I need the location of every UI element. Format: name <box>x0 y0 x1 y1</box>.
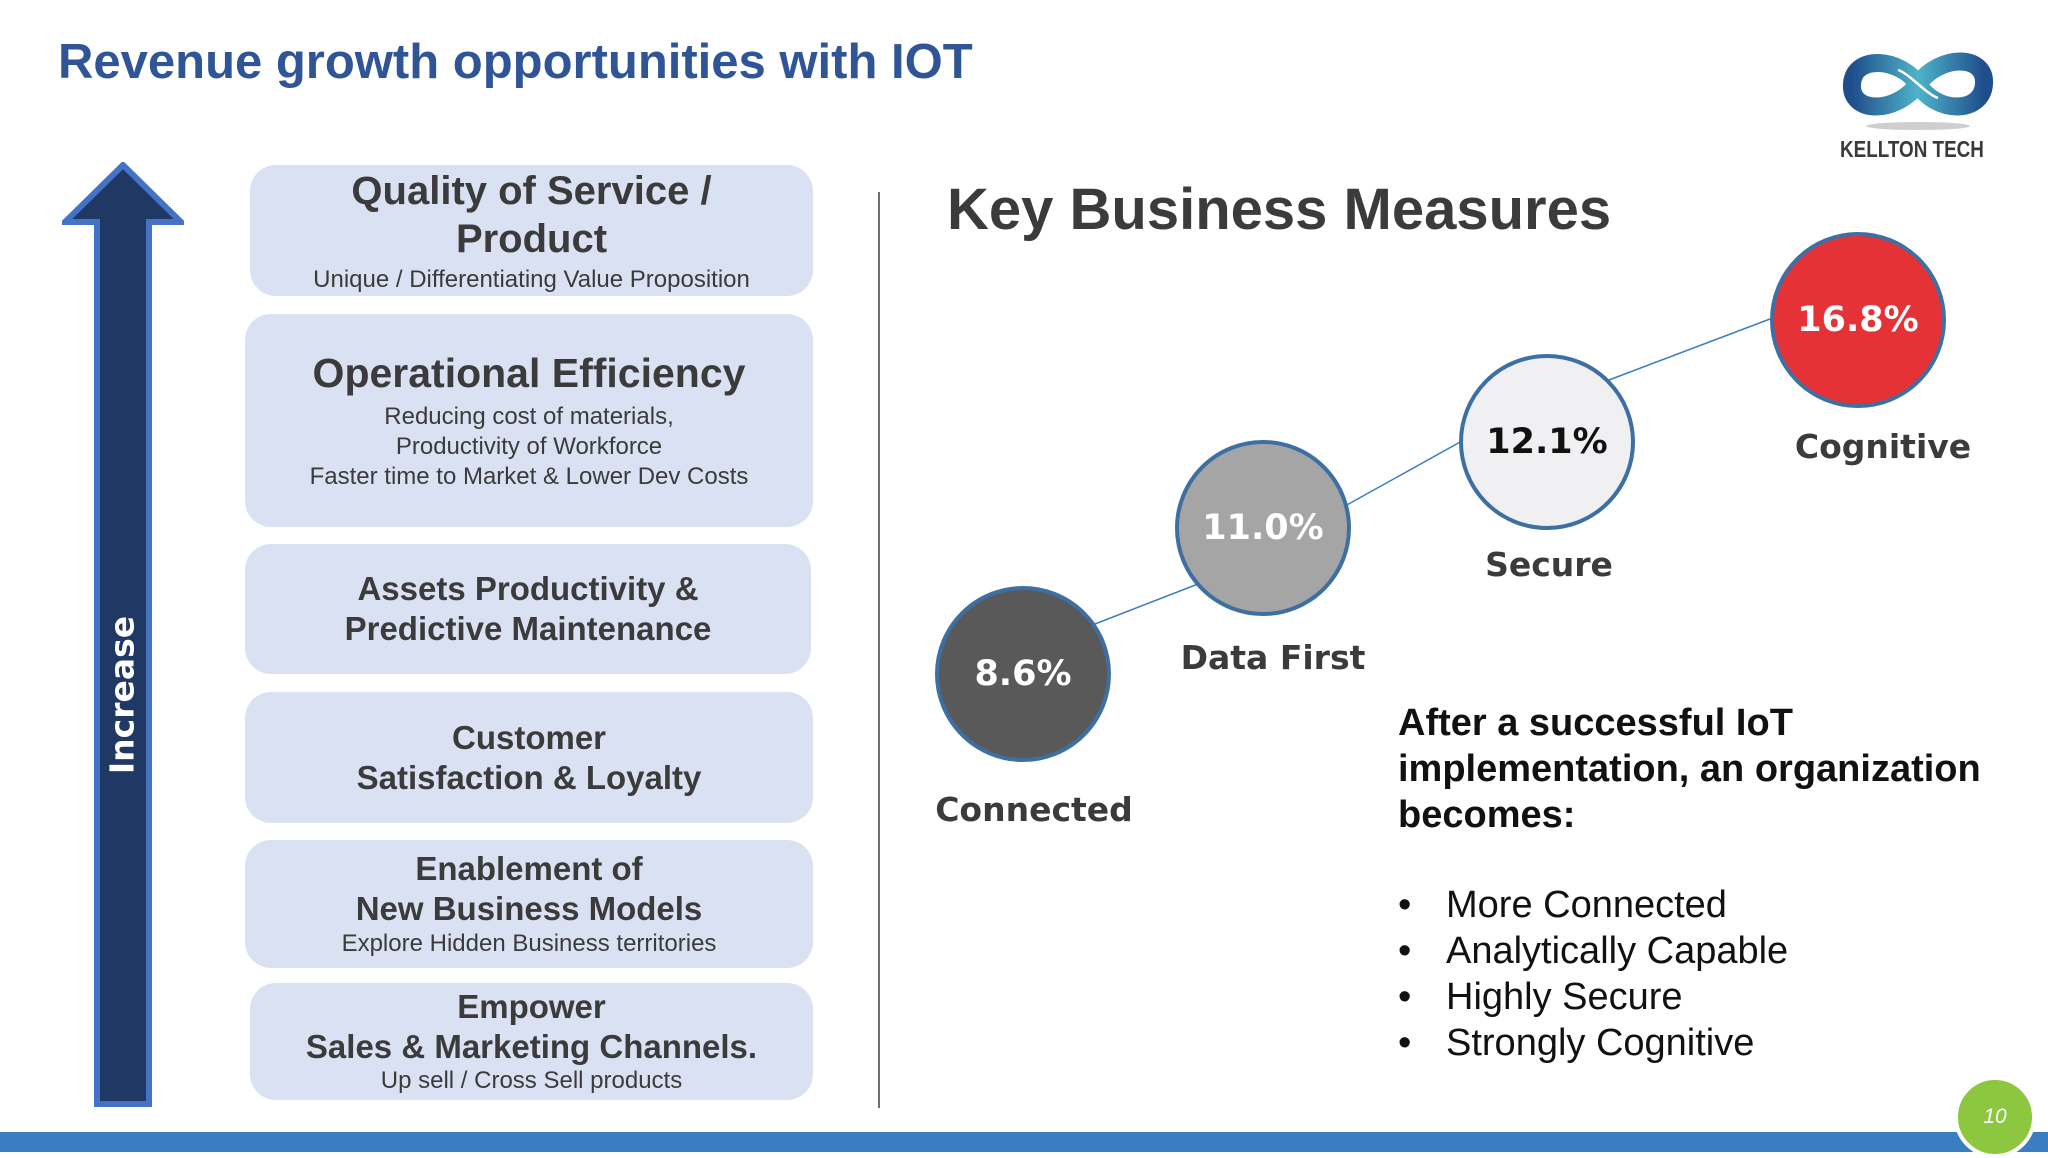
bullet-icon: • <box>1398 884 1412 926</box>
opportunity-quality-of-service: Quality of Service / Product Unique / Di… <box>250 165 813 296</box>
page-number-badge: 10 <box>1954 1076 2036 1158</box>
opportunity-subtext: Unique / Differentiating Value Propositi… <box>313 265 750 293</box>
logo-text: KELLTON TECH <box>1840 136 1984 162</box>
footer-bar <box>0 1132 2048 1152</box>
bullet-icon: • <box>1398 930 1412 972</box>
up-arrow-icon <box>62 162 184 1107</box>
opportunity-assets-productivity: Assets Productivity & Predictive Mainten… <box>245 544 811 674</box>
opportunity-heading: Operational Efficiency <box>312 349 746 396</box>
slide-title: Revenue growth opportunities with IOT <box>58 35 973 89</box>
vertical-divider <box>878 192 880 1108</box>
company-logo: KELLTON TECH <box>1838 40 1998 170</box>
measure-label-cognitive: Cognitive <box>1794 427 1972 466</box>
opportunity-subtext: Faster time to Market & Lower Dev Costs <box>309 463 749 491</box>
measure-circle-secure: 12.1% <box>1459 354 1635 530</box>
opportunity-heading: Sales & Marketing Channels. <box>305 1027 758 1065</box>
summary-bullet-text: Strongly Cognitive <box>1446 1022 1755 1064</box>
measure-circle-data-first: 11.0% <box>1175 440 1351 616</box>
summary-bullet-list: • More Connected • Analytically Capable • H… <box>1398 882 2018 1066</box>
summary-bullet: • Highly Secure <box>1398 974 2018 1020</box>
opportunity-heading: Product <box>455 216 608 261</box>
summary-bullet: • Analytically Capable <box>1398 928 2018 974</box>
summary-bullet: • More Connected <box>1398 882 2018 928</box>
measure-label-secure: Secure <box>1485 545 1613 584</box>
opportunity-heading: Customer <box>451 718 607 756</box>
bullet-icon: • <box>1398 1022 1412 1064</box>
summary-intro: After a successful IoT implementation, a… <box>1398 702 1981 836</box>
measure-label-connected: Connected <box>935 790 1133 829</box>
opportunity-heading: Predictive Maintenance <box>344 610 712 647</box>
measure-circle-connected: 8.6% <box>935 586 1111 762</box>
opportunity-operational-efficiency: Operational Efficiency Reducing cost of … <box>245 314 813 527</box>
opportunity-heading: Empower <box>457 987 606 1025</box>
summary-bullet-text: More Connected <box>1446 884 1727 926</box>
summary-bullet: • Strongly Cognitive <box>1398 1020 2018 1066</box>
measure-label-data-first: Data First <box>1180 638 1366 677</box>
opportunity-subtext: Up sell / Cross Sell products <box>380 1067 683 1095</box>
opportunity-heading: Enablement of <box>415 850 643 888</box>
measure-circle-cognitive: 16.8% <box>1770 232 1946 408</box>
opportunity-subtext: Explore Hidden Business territories <box>341 929 717 957</box>
opportunity-heading: Quality of Service / <box>351 168 712 213</box>
opportunity-heading: Satisfaction & Loyalty <box>356 758 702 796</box>
opportunity-subtext: Productivity of Workforce <box>395 433 663 461</box>
measures-title: Key Business Measures <box>947 177 1612 242</box>
opportunity-new-business-models: Enablement of New Business Models Explor… <box>245 840 813 968</box>
summary-bullet-text: Highly Secure <box>1446 976 1683 1018</box>
opportunity-sales-marketing: Empower Sales & Marketing Channels. Up s… <box>250 983 813 1100</box>
opportunity-heading: Assets Productivity & <box>357 570 699 608</box>
opportunity-customer-satisfaction: Customer Satisfaction & Loyalty <box>245 692 813 823</box>
opportunity-subtext: Reducing cost of materials, <box>384 403 674 431</box>
summary-bullet-text: Analytically Capable <box>1446 930 1789 972</box>
bullet-icon: • <box>1398 976 1412 1018</box>
opportunity-heading: New Business Models <box>355 890 703 927</box>
infinity-icon <box>1843 52 1993 130</box>
